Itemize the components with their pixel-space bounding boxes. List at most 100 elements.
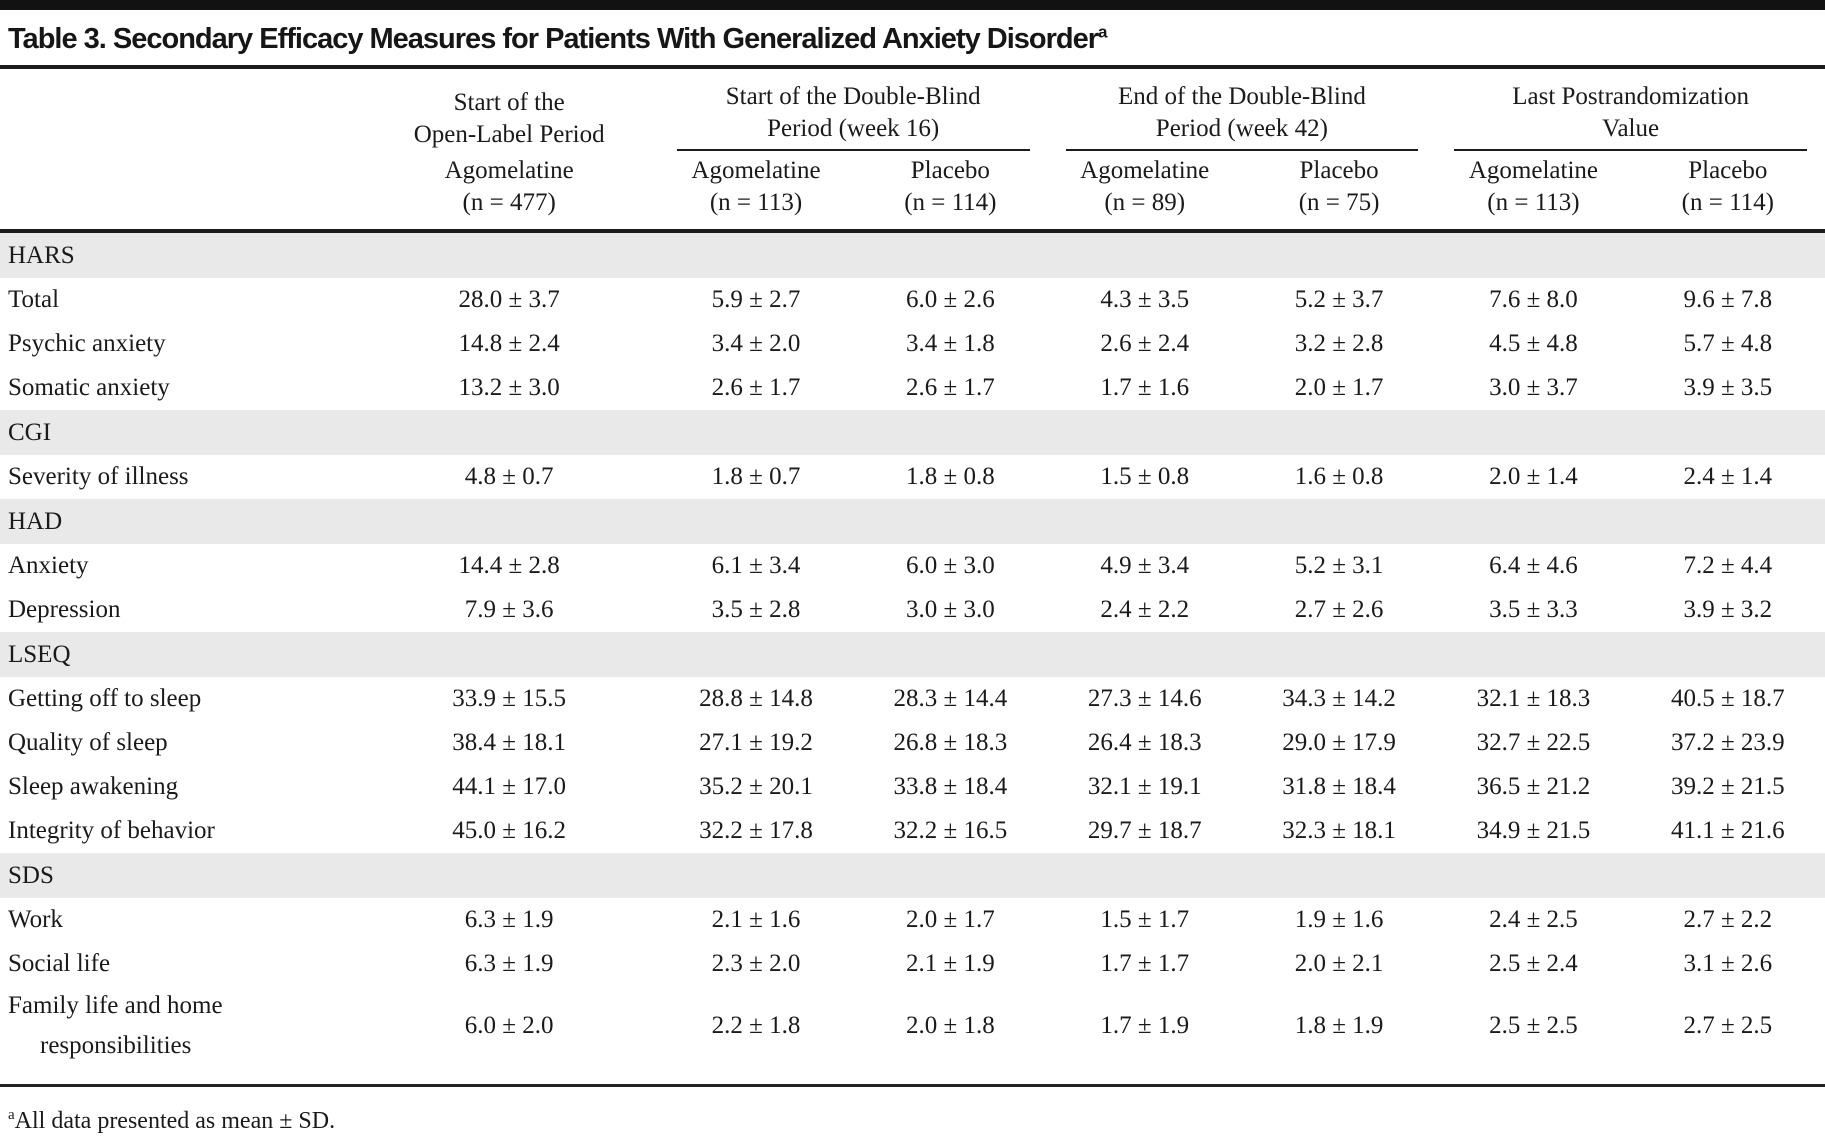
value-cell: 4.9 ± 3.4 [1100,552,1190,579]
value-cell: 2.1 ± 1.6 [711,906,801,933]
value-cell: 3.1 ± 2.6 [1683,950,1773,977]
corner-cell [0,151,360,233]
table-row: Integrity of behavior 45.0 ± 16.2 32.2 ± 1… [0,809,1825,853]
corner-cell [0,69,360,151]
value-cell: 2.4 ± 2.2 [1100,596,1190,623]
row-label-cell: Total [8,286,60,313]
col-last-agomelatine: Agomelatine (n = 113) [1436,151,1631,233]
value-cell: 1.8 ± 0.8 [905,463,995,490]
value-cell: 7.2 ± 4.4 [1683,552,1773,579]
value-cell: 39.2 ± 21.5 [1670,773,1785,800]
value-cell: 41.1 ± 21.6 [1670,817,1785,844]
row-label-cell: Depression [8,596,121,623]
value-cell: 1.7 ± 1.6 [1100,374,1190,401]
table-row: Psychic anxiety 14.8 ± 2.4 3.4 ± 2.0 3.4 ± … [0,322,1825,366]
value-cell: 5.2 ± 3.7 [1294,286,1384,313]
section-header-cell: HAD [0,499,1825,544]
row-label-cell: Getting off to sleep [8,685,202,712]
value-cell: 9.6 ± 7.8 [1683,286,1773,313]
col-week42-placebo: Placebo (n = 75) [1241,151,1437,233]
value-cell: 3.4 ± 1.8 [905,330,995,357]
section-row: HARS [0,231,1825,278]
footnote-text: All data presented as mean ± SD. [14,1108,336,1134]
value-cell: 2.1 ± 1.9 [905,950,995,977]
group-line: Open-Label Period [413,121,605,148]
row-label-cell: Psychic anxiety [8,330,166,357]
section-header-cell: SDS [0,853,1825,898]
value-cell: 32.2 ± 17.8 [699,817,813,844]
value-cell: 2.6 ± 1.7 [905,374,995,401]
group-open-label-period: Start of the Open-Label Period [360,69,659,151]
group-line: Period (week 16) [767,115,940,142]
group-line: Last Postrandomization [1512,83,1750,110]
col-week16-placebo: Placebo (n = 114) [853,151,1048,233]
col-week16-agomelatine: Agomelatine (n = 113) [658,151,854,233]
value-cell: 32.1 ± 19.1 [1087,773,1202,800]
value-cell: 1.5 ± 1.7 [1100,906,1190,933]
section-row: HAD [0,499,1825,544]
value-cell: 26.8 ± 18.3 [893,729,1008,756]
value-cell: 2.3 ± 2.0 [711,950,801,977]
value-cell: 5.2 ± 3.1 [1294,552,1384,579]
value-cell: 2.4 ± 2.5 [1489,906,1578,933]
value-cell: 32.3 ± 18.1 [1282,817,1396,844]
table-row: Somatic anxiety 13.2 ± 3.0 2.6 ± 1.7 2.6 ± … [0,366,1825,410]
section-header-cell: CGI [0,410,1825,455]
value-cell: 35.2 ± 20.1 [699,773,813,800]
row-label-cell: Family life and home responsibilities [8,992,223,1059]
value-cell: 6.0 ± 3.0 [905,552,995,579]
col-last-placebo: Placebo (n = 114) [1630,151,1825,233]
table-row: Anxiety 14.4 ± 2.8 6.1 ± 3.4 6.0 ± 3.0 4.9 ±… [0,544,1825,588]
row-label-cell: Work [8,906,63,933]
col-open-agomelatine: Agomelatine (n = 477) [359,151,659,233]
value-cell: 2.0 ± 1.7 [905,906,995,933]
value-cell: 29.0 ± 17.9 [1282,729,1396,756]
value-cell: 40.5 ± 18.7 [1670,685,1785,712]
subheader-row: Agomelatine (n = 477) Agomelatine (n = 113… [0,151,1825,233]
section-row: CGI [0,410,1825,455]
value-cell: 3.2 ± 2.8 [1294,330,1384,357]
footnotes-block: aAll data presented as mean ± SD. Abbrev… [0,1087,1825,1142]
value-cell: 2.6 ± 1.7 [711,374,801,401]
group-double-blind-end: End of the Double-Blind Period (week 42) [1048,69,1437,151]
value-cell: 26.4 ± 18.3 [1087,729,1202,756]
group-double-blind-start-text: Start of the Double-Blind Period (week 16… [676,81,1030,151]
value-cell: 32.7 ± 22.5 [1476,729,1591,756]
value-cell: 27.1 ± 19.2 [699,729,813,756]
group-line: Start of the Double-Blind [725,83,981,110]
top-rule-bar [0,0,1825,10]
value-cell: 7.9 ± 3.6 [464,596,554,623]
value-cell: 2.7 ± 2.6 [1294,596,1384,623]
value-cell: 4.8 ± 0.7 [464,463,554,490]
value-cell: 1.7 ± 1.9 [1100,1012,1190,1039]
value-cell: 33.9 ± 15.5 [452,685,567,712]
value-cell: 4.3 ± 3.5 [1100,286,1190,313]
value-cell: 2.0 ± 1.7 [1294,374,1384,401]
secondary-efficacy-table: Start of the Open-Label Period Start of t… [0,69,1825,1087]
value-cell: 2.7 ± 2.2 [1683,906,1773,933]
table-body: HARS Total 28.0 ± 3.7 5.9 ± 2.7 6.0 ± 2.6 4.3… [0,231,1825,1086]
table-row: Quality of sleep 38.4 ± 18.1 27.1 ± 19.2 26… [0,721,1825,765]
value-cell: 14.4 ± 2.8 [458,552,560,579]
section-row: LSEQ [0,632,1825,677]
value-cell: 32.1 ± 18.3 [1476,685,1591,712]
row-label-cell: Integrity of behavior [8,817,215,844]
value-cell: 45.0 ± 16.2 [452,817,567,844]
table-title-text: Table 3. Secondary Efficacy Measures for… [8,23,1099,55]
group-line: Start of the [453,89,565,116]
value-cell: 6.1 ± 3.4 [711,552,801,579]
value-cell: 2.6 ± 2.4 [1100,330,1190,357]
value-cell: 6.4 ± 4.6 [1489,552,1578,579]
value-cell: 34.3 ± 14.2 [1282,685,1396,712]
table-row: Social life 6.3 ± 1.9 2.3 ± 2.0 2.1 ± 1.9 1.… [0,942,1825,986]
value-cell: 2.7 ± 2.5 [1683,1012,1773,1039]
row-label-cell: Anxiety [8,552,89,579]
group-header-row: Start of the Open-Label Period Start of t… [0,69,1825,151]
value-cell: 36.5 ± 21.2 [1476,773,1591,800]
footnote-marker: a [8,1107,15,1123]
value-cell: 6.3 ± 1.9 [464,906,554,933]
value-cell: 31.8 ± 18.4 [1282,773,1396,800]
value-cell: 6.3 ± 1.9 [464,950,554,977]
value-cell: 13.2 ± 3.0 [458,374,560,401]
value-cell: 6.0 ± 2.0 [464,1012,554,1039]
